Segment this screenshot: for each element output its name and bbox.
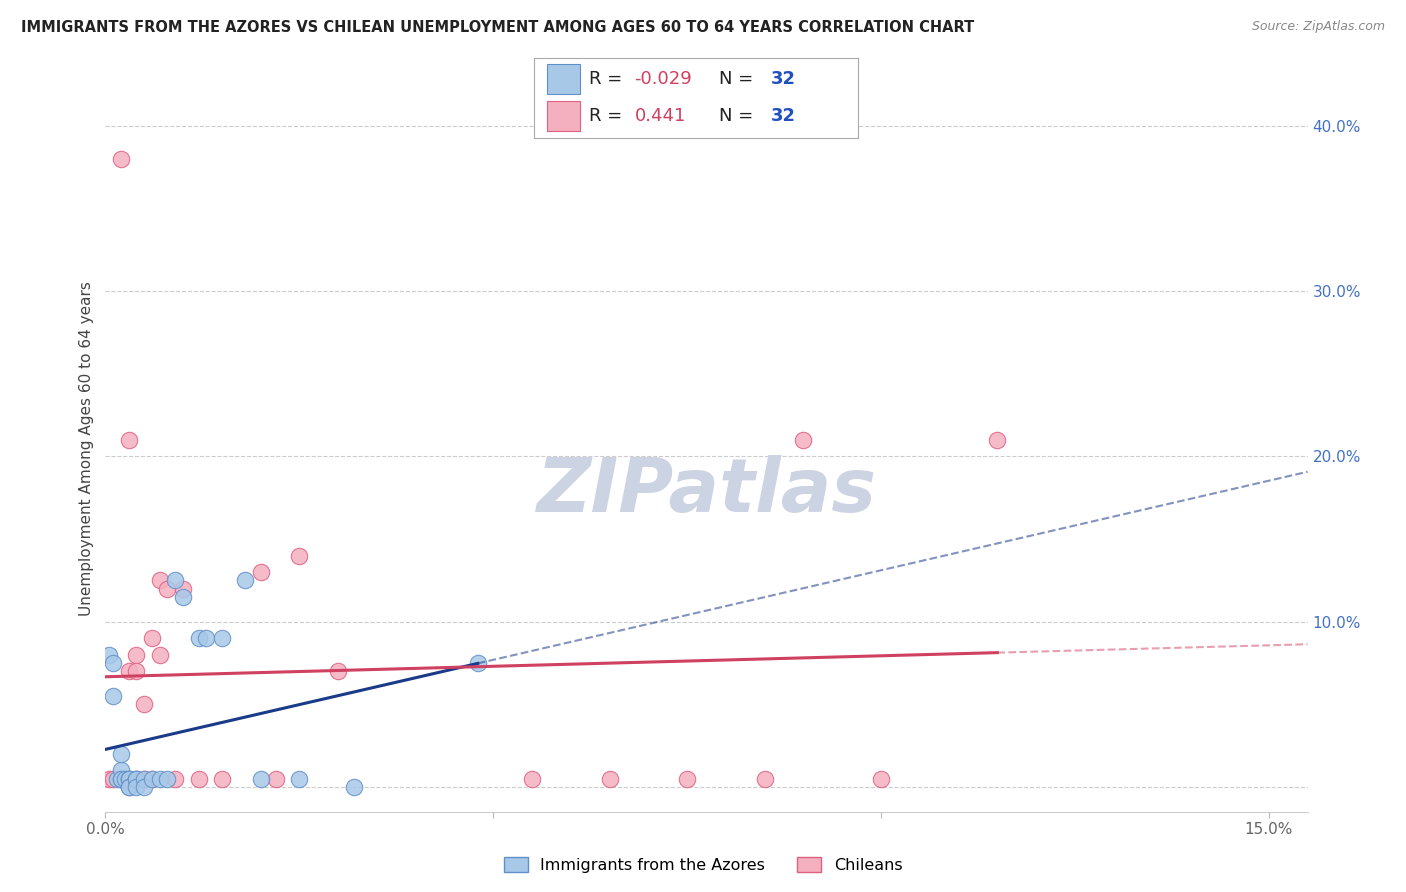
Point: [326, 665, 349, 679]
Point: [156, 582, 179, 596]
Point: [114, 772, 136, 786]
Point: [125, 772, 148, 786]
Point: [343, 780, 366, 794]
Point: [288, 549, 311, 563]
Point: [134, 772, 156, 786]
Text: -0.029: -0.029: [634, 70, 692, 87]
Point: [125, 648, 148, 662]
Text: 32: 32: [770, 70, 796, 87]
Text: N =: N =: [718, 70, 759, 87]
Point: [264, 772, 287, 786]
Text: 32: 32: [770, 107, 796, 125]
Point: [211, 772, 233, 786]
Point: [165, 574, 187, 588]
Point: [195, 632, 218, 646]
Point: [103, 656, 125, 670]
Point: [110, 772, 132, 786]
Point: [172, 590, 194, 604]
Point: [187, 632, 209, 646]
Point: [141, 772, 163, 786]
Point: [118, 780, 141, 794]
Point: [599, 772, 621, 786]
Text: R =: R =: [589, 70, 628, 87]
Point: [134, 772, 156, 786]
Point: [118, 772, 141, 786]
Point: [125, 780, 148, 794]
Point: [125, 665, 148, 679]
Point: [134, 780, 156, 794]
Point: [676, 772, 699, 786]
Text: Source: ZipAtlas.com: Source: ZipAtlas.com: [1251, 20, 1385, 33]
Point: [103, 772, 125, 786]
Text: N =: N =: [718, 107, 759, 125]
Point: [105, 772, 128, 786]
Point: [754, 772, 776, 786]
Text: R =: R =: [589, 107, 634, 125]
Point: [172, 582, 194, 596]
Text: IMMIGRANTS FROM THE AZORES VS CHILEAN UNEMPLOYMENT AMONG AGES 60 TO 64 YEARS COR: IMMIGRANTS FROM THE AZORES VS CHILEAN UN…: [21, 20, 974, 35]
Point: [467, 656, 489, 670]
Point: [118, 772, 141, 786]
Point: [118, 433, 141, 447]
Point: [125, 772, 148, 786]
Point: [986, 433, 1008, 447]
Text: ZIPatlas: ZIPatlas: [537, 455, 876, 528]
Point: [118, 665, 141, 679]
Point: [149, 574, 172, 588]
Point: [110, 772, 132, 786]
Point: [110, 152, 132, 166]
Legend: Immigrants from the Azores, Chileans: Immigrants from the Azores, Chileans: [498, 851, 908, 880]
Point: [110, 764, 132, 778]
Point: [149, 648, 172, 662]
Point: [118, 780, 141, 794]
Point: [233, 574, 256, 588]
Point: [249, 772, 271, 786]
Point: [110, 747, 132, 761]
Point: [165, 772, 187, 786]
Point: [98, 772, 121, 786]
Point: [211, 632, 233, 646]
Point: [141, 632, 163, 646]
Point: [288, 772, 311, 786]
Point: [110, 772, 132, 786]
Y-axis label: Unemployment Among Ages 60 to 64 years: Unemployment Among Ages 60 to 64 years: [79, 281, 94, 615]
Point: [792, 433, 814, 447]
Point: [134, 698, 156, 712]
Point: [98, 648, 121, 662]
Point: [156, 772, 179, 786]
Text: 0.441: 0.441: [634, 107, 686, 125]
Point: [520, 772, 543, 786]
Point: [187, 772, 209, 786]
Point: [110, 772, 132, 786]
Point: [249, 565, 271, 579]
Point: [870, 772, 893, 786]
Point: [149, 772, 172, 786]
Point: [141, 772, 163, 786]
Point: [118, 772, 141, 786]
Bar: [547, 63, 579, 95]
Bar: [547, 101, 579, 131]
Point: [125, 772, 148, 786]
Point: [103, 689, 125, 703]
